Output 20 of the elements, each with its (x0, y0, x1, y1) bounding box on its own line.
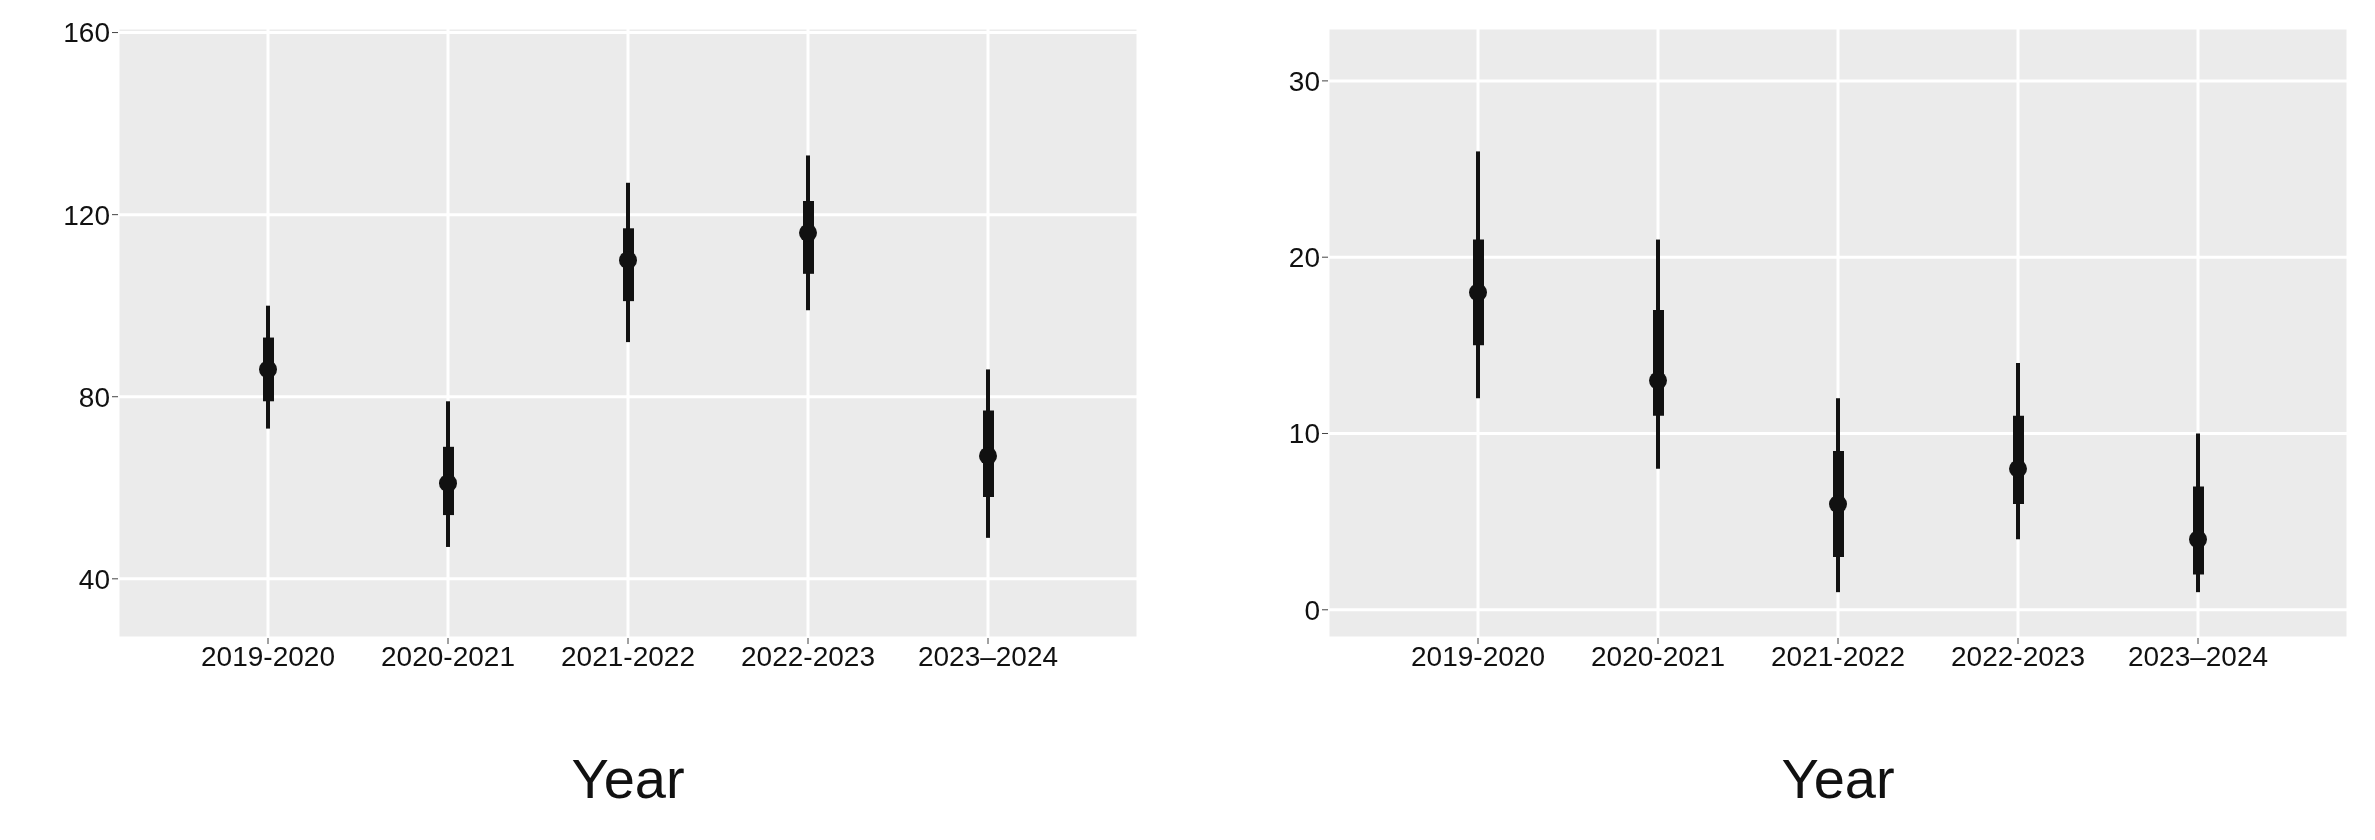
y-tick-label: 10 (1288, 418, 1320, 450)
x-tick-label: 2023–2024 (917, 640, 1059, 672)
y-tick-label: 0 (1304, 594, 1320, 626)
x-tick-label: 2023–2024 (2127, 640, 2269, 672)
y-tick-label: 30 (1288, 65, 1320, 97)
y-tick-label: 160 (63, 17, 110, 49)
x-tick-label: 2021-2022 (561, 640, 695, 672)
x-axis-title: Year (1781, 747, 1895, 810)
x-tick-label: 2022-2023 (741, 640, 875, 672)
x-tick-label: 2022-2023 (1951, 640, 2085, 672)
y-tick-label: 40 (78, 563, 110, 595)
x-axis-title: Year (571, 747, 685, 810)
x-tick-label: 2019-2020 (201, 640, 335, 672)
x-tick-label: 2020-2021 (1591, 640, 1725, 672)
y-tick-label: 120 (63, 199, 110, 231)
x-tick-label: 2020-2021 (381, 640, 515, 672)
x-tick-label: 2019-2020 (1411, 640, 1545, 672)
y-tick-label: 80 (78, 381, 110, 413)
x-tick-label: 2021-2022 (1771, 640, 1905, 672)
y-tick-label: 20 (1288, 242, 1320, 274)
